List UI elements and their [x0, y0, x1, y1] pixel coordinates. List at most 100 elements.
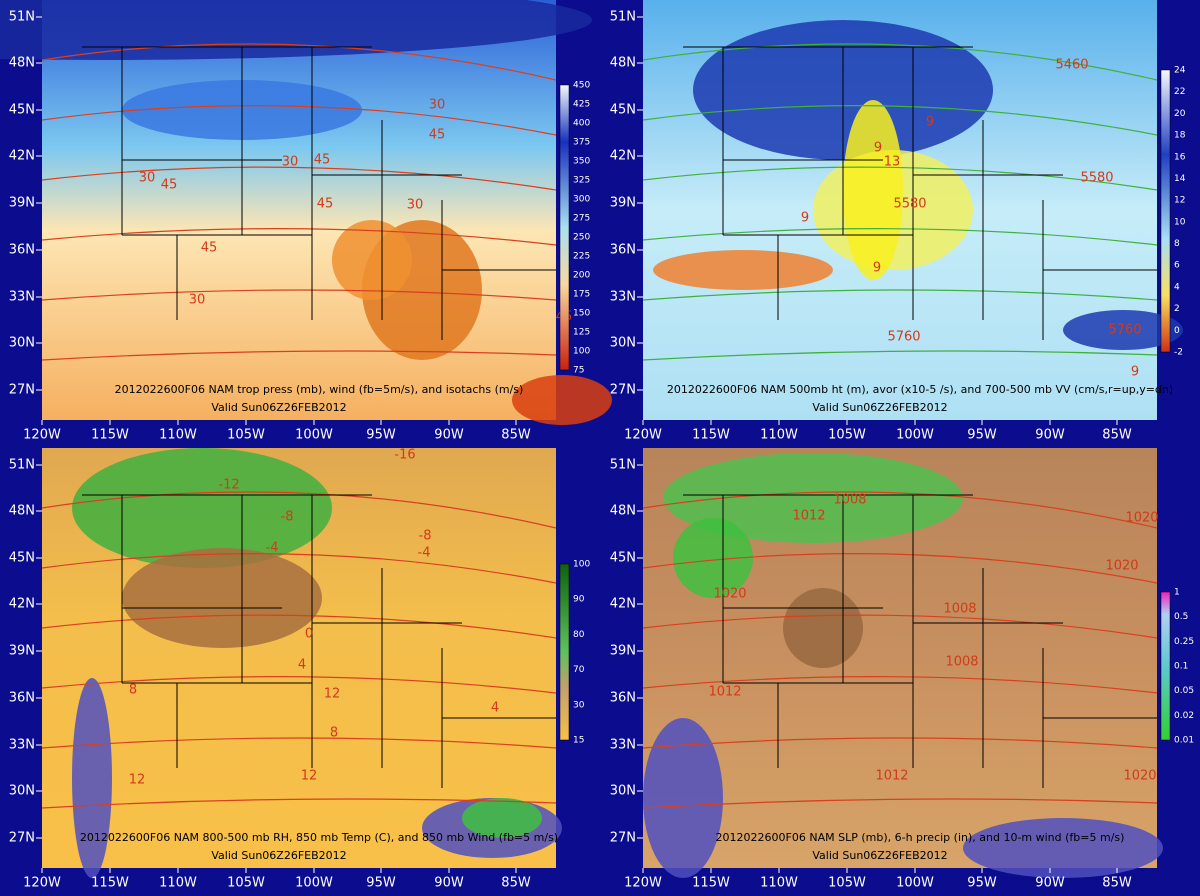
isoline — [41, 105, 557, 136]
contour-label: 4 — [298, 658, 306, 673]
colorbar-label: 0.02 — [1174, 711, 1194, 721]
colorbar-label: 0.01 — [1174, 736, 1194, 746]
weather-field — [1063, 310, 1183, 350]
lat-label: 48N — [610, 504, 636, 519]
lat-label: 27N — [610, 831, 636, 846]
colorbar-label: 6 — [1174, 261, 1180, 271]
colorbar-label: 1 — [1174, 588, 1180, 598]
lon-label: 115W — [91, 876, 129, 891]
isoline — [41, 43, 557, 81]
lon-label: 90W — [1035, 876, 1065, 891]
lat-label: 36N — [9, 243, 35, 258]
colorbar-label: 0 — [1174, 326, 1180, 336]
lat-label: 51N — [9, 10, 35, 25]
lat-label: 33N — [610, 738, 636, 753]
contour-label: 0 — [305, 627, 313, 642]
colorbar-label: 0.1 — [1174, 662, 1188, 672]
isoline — [642, 676, 1158, 694]
isoline — [642, 350, 1158, 361]
lon-label: 115W — [692, 876, 730, 891]
panel-valid-time: Valid Sun06Z26FEB2012 — [211, 849, 346, 862]
contour-label: 9 — [874, 141, 882, 156]
contour-label: 12 — [324, 687, 341, 702]
colorbar-label: 350 — [573, 157, 590, 167]
colorbar-label: 0.05 — [1174, 686, 1194, 696]
weather-field — [72, 448, 332, 568]
contour-label: 1020 — [1105, 559, 1138, 574]
lat-label: 27N — [610, 383, 636, 398]
isoline — [41, 553, 557, 584]
colorbar-label: 175 — [573, 290, 590, 300]
contour-label: 1012 — [792, 509, 825, 524]
isoline — [41, 614, 557, 639]
lat-label: 42N — [9, 597, 35, 612]
contour-label: 5460 — [1055, 58, 1088, 73]
weather-field — [643, 718, 723, 878]
lon-label: 95W — [967, 428, 997, 443]
lat-label: 36N — [610, 243, 636, 258]
weather-field — [663, 453, 963, 543]
colorbar — [1160, 591, 1171, 741]
lon-label: 90W — [434, 876, 464, 891]
lat-label: 39N — [610, 196, 636, 211]
colorbar-label: 200 — [573, 271, 590, 281]
contour-label: 5760 — [1108, 323, 1141, 338]
colorbar-label: 425 — [573, 100, 590, 110]
colorbar-label: 225 — [573, 252, 590, 262]
lon-label: 105W — [828, 428, 866, 443]
lon-label: 95W — [366, 428, 396, 443]
colorbar-label: 125 — [573, 328, 590, 338]
colorbar-label: 400 — [573, 119, 590, 129]
isoline — [642, 491, 1158, 529]
colorbar-label: 4 — [1174, 282, 1180, 292]
colorbar-label: 325 — [573, 176, 590, 186]
lon-label: 85W — [501, 876, 531, 891]
isoline — [642, 737, 1158, 749]
weather-field — [963, 818, 1163, 878]
colorbar-label: 10 — [1174, 217, 1186, 227]
lat-label: 39N — [610, 644, 636, 659]
lon-label: 105W — [227, 876, 265, 891]
contour-label: 45 — [161, 178, 178, 193]
contour-label: -16 — [394, 448, 415, 463]
lon-label: 120W — [624, 428, 662, 443]
lat-label: 45N — [610, 551, 636, 566]
colorbar-label: 0.5 — [1174, 612, 1188, 622]
lon-label: 105W — [828, 876, 866, 891]
lat-label: 27N — [9, 383, 35, 398]
contour-label: 1008 — [833, 493, 866, 508]
lat-label: 42N — [610, 597, 636, 612]
panel-caption: 2012022600F06 NAM SLP (mb), 6-h precip (… — [716, 831, 1125, 844]
weather-field — [653, 250, 833, 290]
colorbar-label: 22 — [1174, 87, 1185, 97]
isoline — [41, 228, 557, 246]
colorbar — [1160, 69, 1171, 353]
lon-label: 85W — [1102, 876, 1132, 891]
lon-label: 120W — [23, 876, 61, 891]
colorbar-label: 250 — [573, 233, 590, 243]
contour-label: 30 — [429, 98, 446, 113]
contour-label: 1008 — [945, 655, 978, 670]
contour-label: -4 — [418, 546, 431, 561]
lon-label: 110W — [159, 428, 197, 443]
isoline — [41, 166, 557, 191]
isoline — [642, 798, 1158, 809]
colorbar-label: 2 — [1174, 304, 1180, 314]
lat-label: 48N — [9, 504, 35, 519]
lat-label: 45N — [9, 551, 35, 566]
lat-label: 33N — [9, 290, 35, 305]
weather-field — [72, 678, 112, 878]
isoline — [41, 798, 557, 809]
contour-label: 1020 — [1123, 769, 1156, 784]
panel-valid-time: Valid Sun06Z26FEB2012 — [812, 401, 947, 414]
panel-caption: 2012022600F06 NAM 800-500 mb RH, 850 mb … — [80, 831, 558, 844]
lat-label: 42N — [9, 149, 35, 164]
lon-label: 115W — [692, 428, 730, 443]
contour-label: 9 — [926, 115, 934, 130]
colorbar-label: 80 — [573, 630, 585, 640]
colorbar-label: 14 — [1174, 174, 1186, 184]
colorbar-label: 100 — [573, 347, 590, 357]
contour-label: 13 — [884, 155, 901, 170]
lat-label: 30N — [9, 336, 35, 351]
lat-label: 36N — [9, 691, 35, 706]
